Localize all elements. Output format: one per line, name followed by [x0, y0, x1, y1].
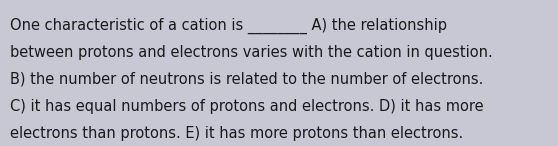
Text: One characteristic of a cation is ________ A) the relationship: One characteristic of a cation is ______… [10, 18, 447, 34]
Text: C) it has equal numbers of protons and electrons. D) it has more: C) it has equal numbers of protons and e… [10, 99, 484, 114]
Text: B) the number of neutrons is related to the number of electrons.: B) the number of neutrons is related to … [10, 72, 483, 87]
Text: electrons than protons. E) it has more protons than electrons.: electrons than protons. E) it has more p… [10, 126, 463, 141]
Text: between protons and electrons varies with the cation in question.: between protons and electrons varies wit… [10, 45, 493, 60]
